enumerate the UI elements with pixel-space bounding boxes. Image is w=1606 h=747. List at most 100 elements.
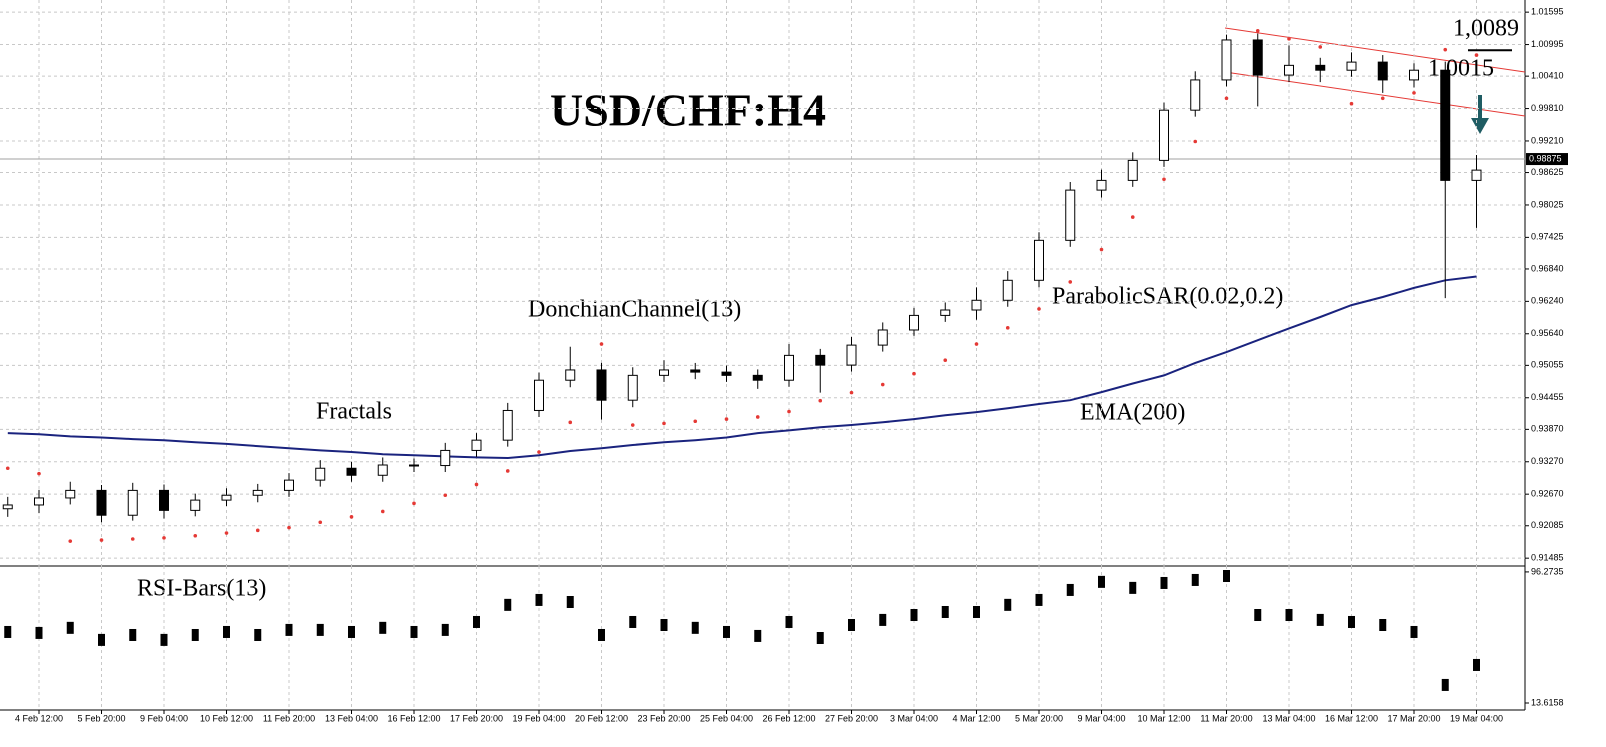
x-tick-label: 13 Feb 04:00 <box>325 713 378 723</box>
y-tick-label: 0.99210 <box>1531 135 1564 145</box>
rsi-bar <box>660 618 668 631</box>
candle-body <box>34 497 44 506</box>
chart-title: USD/CHF:H4 <box>550 85 826 136</box>
rsi-bar <box>223 625 230 638</box>
x-tick-label: 4 Feb 12:00 <box>15 713 63 723</box>
sar-dot <box>630 423 635 427</box>
rsi-bar <box>566 596 574 608</box>
y-tick-label: 0.92085 <box>1531 520 1564 530</box>
candle-body <box>971 299 982 311</box>
x-tick-label: 5 Mar 20:00 <box>1015 713 1063 723</box>
candle-body <box>252 489 263 496</box>
rsi-bar <box>1160 576 1168 589</box>
sar-dot <box>912 371 916 376</box>
sar-dot <box>1037 307 1041 311</box>
y-tick-label: 0.98025 <box>1531 199 1564 209</box>
rsi-bar <box>1004 598 1012 611</box>
candle-body <box>1284 64 1294 76</box>
rsi-bar <box>316 623 324 636</box>
candle-body <box>752 374 763 381</box>
sar-dot <box>599 342 604 346</box>
candle-body <box>1377 61 1388 81</box>
sar-dot <box>474 482 479 487</box>
rsi-bar <box>1129 581 1137 594</box>
x-tick-label: 9 Feb 04:00 <box>140 713 188 723</box>
sar-dot <box>68 539 73 543</box>
sar-dot <box>1474 53 1479 57</box>
rsi-bar <box>1285 609 1293 622</box>
rsi-bar <box>941 605 949 618</box>
candle-body <box>440 449 451 467</box>
sar-dot <box>5 466 10 471</box>
rsi-bar <box>379 621 387 634</box>
level-label: 1,0015 <box>1428 56 1494 82</box>
sar-dot <box>99 538 104 542</box>
annotation: DonchianChannel(13) <box>528 297 741 323</box>
sar-dot <box>37 471 41 476</box>
y-tick-label: 1.00995 <box>1531 39 1564 49</box>
rsi-bar <box>473 615 480 628</box>
rsi-bar <box>98 633 105 646</box>
y-tick-label: 0.98625 <box>1531 167 1564 177</box>
rsi-bar <box>1410 625 1418 638</box>
x-tick-label: 17 Feb 20:00 <box>450 713 503 723</box>
rsi-bar <box>4 625 12 638</box>
sar-dot <box>537 450 541 454</box>
rsi-bar <box>504 598 512 611</box>
x-tick-label: 4 Mar 12:00 <box>952 713 1000 723</box>
candle-body <box>1440 69 1451 181</box>
sar-dot <box>224 531 229 535</box>
candle-body <box>1190 79 1201 111</box>
rsi-bar <box>191 628 199 641</box>
annotation: Fractals <box>316 399 392 425</box>
candle-body <box>96 489 107 516</box>
rsi-bar <box>1473 658 1480 671</box>
y-tick-label: 0.96840 <box>1531 263 1564 273</box>
rsi-bar <box>441 623 449 636</box>
last-price-box <box>1526 153 1568 166</box>
rsi-bar <box>348 625 355 638</box>
sar-dot <box>1412 91 1416 95</box>
sar-dot <box>693 419 698 424</box>
sar-dot <box>255 528 260 533</box>
x-tick-label: 19 Mar 04:00 <box>1450 713 1503 723</box>
rsi-bar <box>1348 615 1355 628</box>
candle-body <box>877 329 888 346</box>
rsi-bar <box>1066 583 1074 596</box>
sar-dot <box>943 358 948 363</box>
x-tick-label: 23 Feb 20:00 <box>637 713 690 723</box>
candle-body <box>502 409 513 441</box>
candle-body <box>690 369 701 373</box>
candle-body <box>1096 179 1107 191</box>
candle-body <box>159 489 169 511</box>
sar-dot <box>193 533 198 538</box>
y-tick-label: 0.99810 <box>1531 103 1564 113</box>
x-tick-label: 10 Feb 12:00 <box>200 713 253 723</box>
candle-body <box>1065 189 1076 241</box>
candle-body <box>471 439 482 451</box>
sar-dot <box>130 537 135 541</box>
x-tick-label: 13 Mar 04:00 <box>1262 713 1315 723</box>
sar-dot <box>787 409 791 414</box>
candle-body <box>409 464 419 467</box>
y-tick-label: 0.97425 <box>1531 232 1564 242</box>
down-arrow <box>1471 95 1489 134</box>
rsi-bar <box>1316 613 1324 626</box>
sar-dot <box>880 382 885 387</box>
x-tick-label: 17 Mar 20:00 <box>1387 713 1440 723</box>
rsi-bar <box>160 633 168 646</box>
rsi-bar <box>285 623 293 636</box>
sar-dot <box>1380 96 1385 101</box>
candle-body <box>1471 169 1482 181</box>
ema-line <box>7 275 1477 460</box>
candle-body <box>815 354 826 366</box>
sar-dot <box>849 390 854 395</box>
y-tick-label: 0.96240 <box>1531 296 1564 306</box>
sar-dot <box>1255 28 1260 33</box>
candle-body <box>284 479 294 491</box>
sar-dot <box>1193 139 1198 144</box>
sar-dot <box>1005 326 1010 330</box>
candle-body <box>1252 39 1263 76</box>
